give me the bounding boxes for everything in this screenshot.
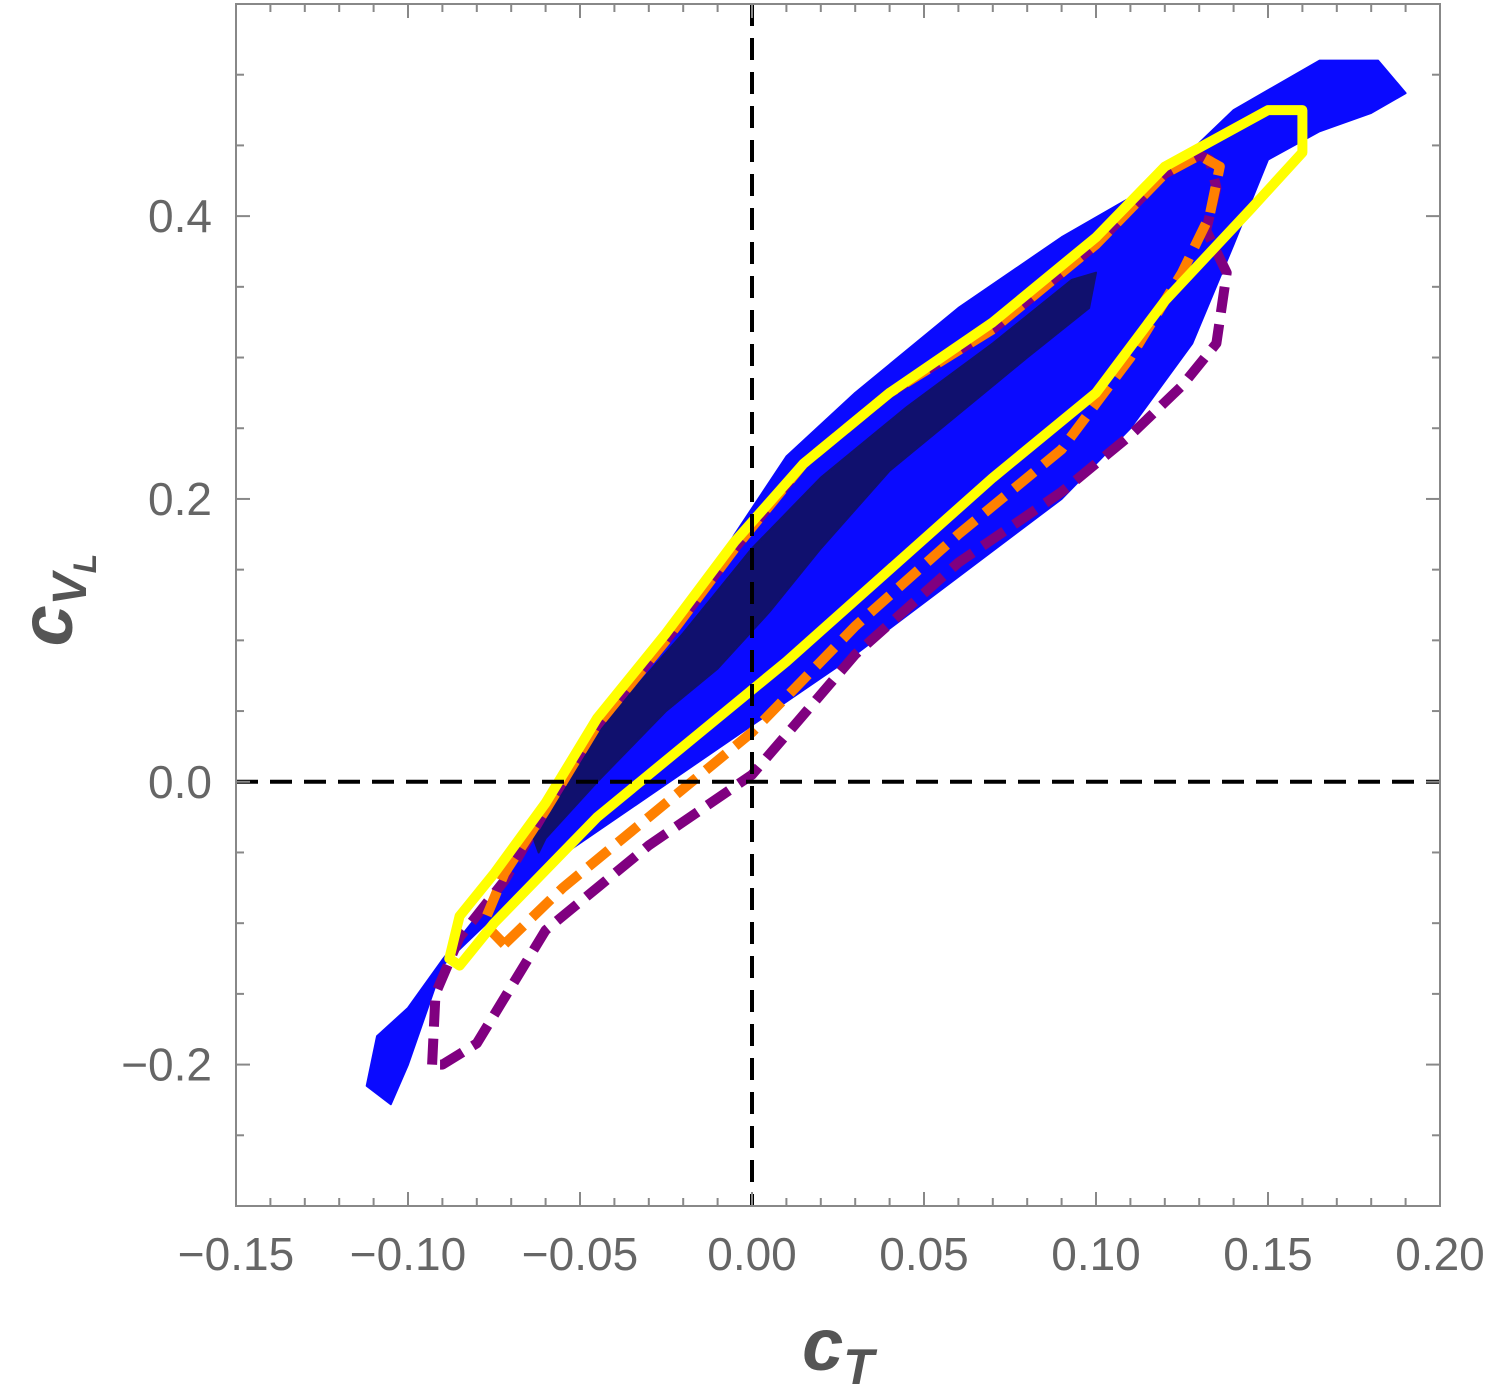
x-tick-label: 0.20: [1395, 1228, 1485, 1280]
x-axis-title-main: c: [802, 1303, 843, 1386]
x-tick-label: 0.10: [1051, 1228, 1141, 1280]
contour-region-4: [444, 105, 1308, 971]
x-tick-label: −0.15: [178, 1228, 294, 1280]
x-axis-title-sub: T: [843, 1339, 878, 1389]
x-tick-label: 0.15: [1223, 1228, 1313, 1280]
x-tick-label: 0.00: [707, 1228, 797, 1280]
y-axis-title-sub: V: [44, 569, 97, 605]
x-tick-label: 0.05: [879, 1228, 969, 1280]
y-tick-label: −0.2: [121, 1039, 212, 1091]
y-axis-title: cVL: [5, 554, 103, 647]
y-tick-label: 0.4: [148, 190, 212, 242]
tick-labels: −0.15 −0.10 −0.05 0.00 0.05 0.10 0.15 0.20 −0.2 0…: [121, 190, 1485, 1280]
y-axis-title-subsub: L: [67, 554, 103, 574]
reference-lines: [236, 4, 1440, 1206]
x-tick-label: −0.05: [522, 1228, 638, 1280]
contour-region-1: [527, 271, 1097, 854]
x-axis-title: cT: [802, 1303, 878, 1389]
y-tick-label: 0.0: [148, 756, 212, 808]
axis-ticks: [235, 3, 1441, 1207]
plot-frame: [235, 3, 1441, 1207]
y-tick-label: 0.2: [148, 473, 212, 525]
y-axis-title-main: c: [5, 605, 88, 646]
svg-text:cVL: cVL: [5, 554, 103, 647]
contour-regions: [365, 59, 1407, 1106]
x-tick-label: −0.10: [350, 1228, 466, 1280]
